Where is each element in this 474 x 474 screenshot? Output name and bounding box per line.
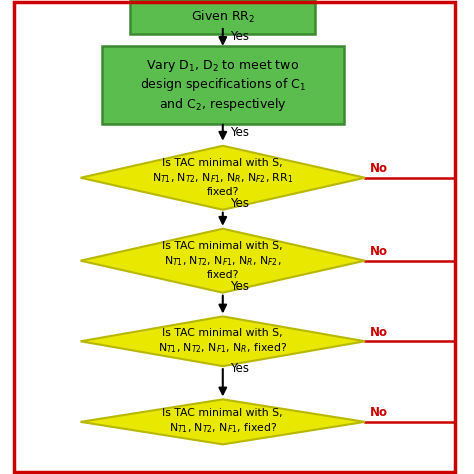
FancyBboxPatch shape: [130, 0, 315, 35]
Text: Vary D$_1$, D$_2$ to meet two
design specifications of C$_1$
and C$_2$, respecti: Vary D$_1$, D$_2$ to meet two design spe…: [140, 58, 306, 113]
Polygon shape: [81, 399, 365, 445]
Text: Is TAC minimal with S,
N$_{T1}$, N$_{T2}$, N$_{F1}$, N$_R$, N$_{F2}$,
fixed?: Is TAC minimal with S, N$_{T1}$, N$_{T2}…: [163, 241, 283, 280]
Text: Given RR$_2$: Given RR$_2$: [191, 9, 255, 25]
Text: Is TAC minimal with S,
N$_{T1}$, N$_{T2}$, N$_{F1}$, N$_R$, fixed?: Is TAC minimal with S, N$_{T1}$, N$_{T2}…: [158, 328, 287, 355]
Text: Yes: Yes: [230, 280, 249, 293]
Text: Yes: Yes: [230, 362, 249, 375]
Text: No: No: [370, 326, 388, 339]
Polygon shape: [81, 228, 365, 292]
Polygon shape: [81, 146, 365, 210]
Polygon shape: [81, 317, 365, 366]
Text: Is TAC minimal with S,
N$_{T1}$, N$_{T2}$, N$_{F1}$, fixed?: Is TAC minimal with S, N$_{T1}$, N$_{T2}…: [163, 409, 283, 435]
Text: No: No: [370, 246, 388, 258]
Text: Yes: Yes: [230, 126, 249, 139]
Text: No: No: [370, 163, 388, 175]
FancyBboxPatch shape: [102, 46, 344, 125]
Text: Yes: Yes: [230, 30, 249, 43]
Text: Is TAC minimal with S,
N$_{T1}$, N$_{T2}$, N$_{F1}$, N$_R$, N$_{F2}$, RR$_1$
fix: Is TAC minimal with S, N$_{T1}$, N$_{T2}…: [152, 158, 293, 197]
Text: No: No: [370, 407, 388, 419]
Text: Yes: Yes: [230, 197, 249, 210]
